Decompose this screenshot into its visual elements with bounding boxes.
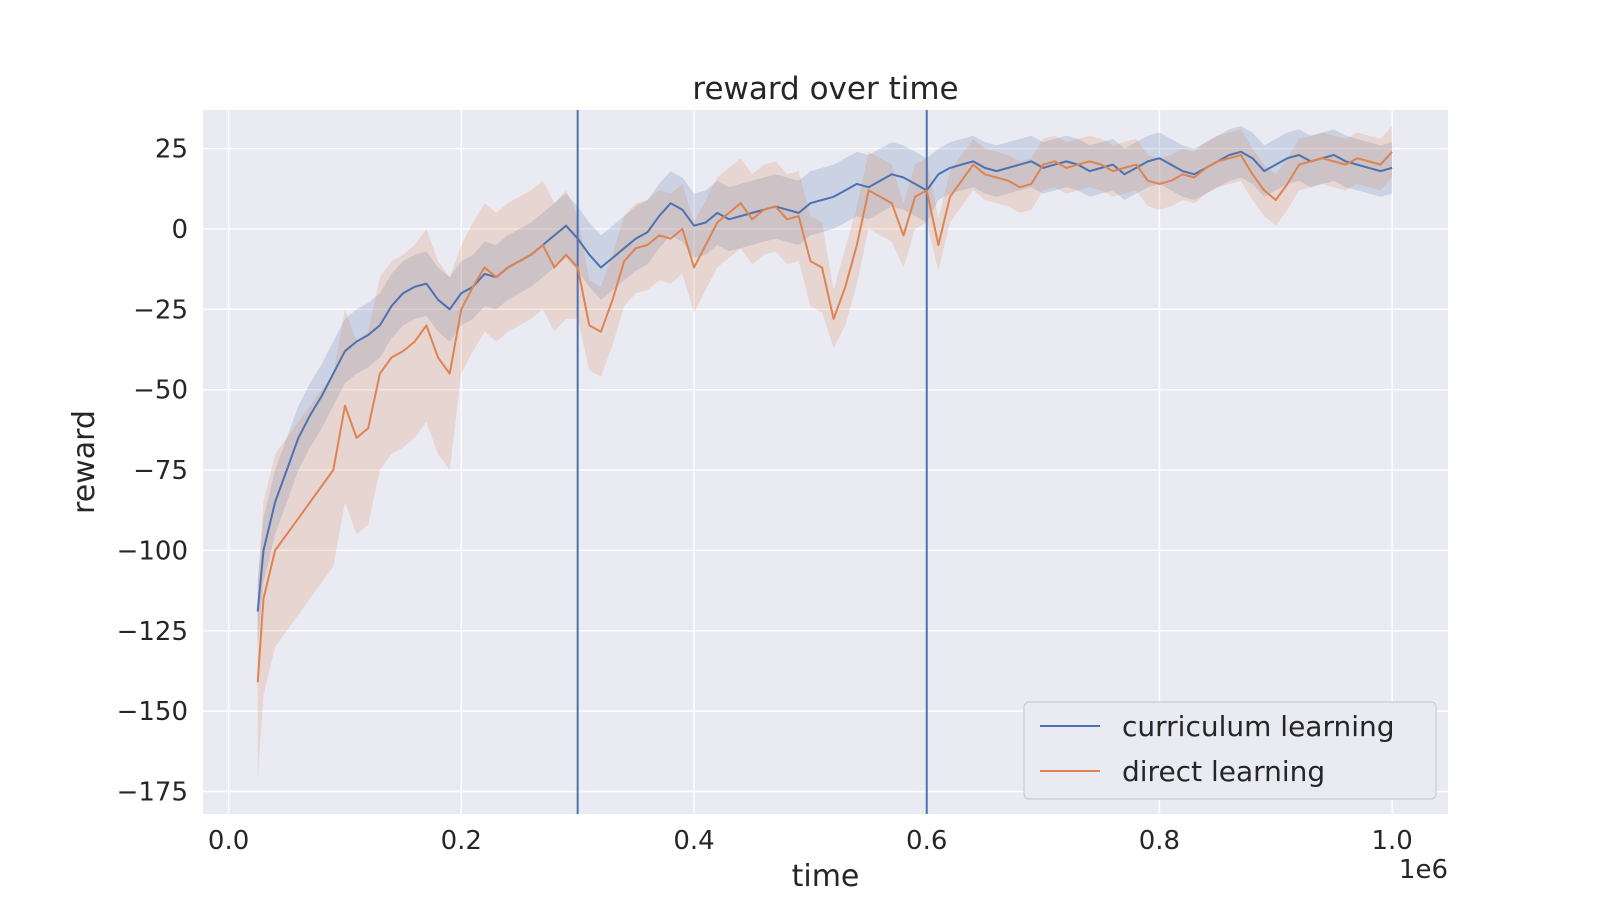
grid: [203, 110, 1448, 814]
y-tick-label-5: −100: [117, 536, 188, 566]
x-tick-label-1: 0.2: [441, 826, 482, 856]
x-tick-label-4: 0.8: [1139, 826, 1180, 856]
vertical-lines: [576, 110, 928, 814]
legend-label-direct-learning: direct learning: [1122, 755, 1325, 788]
legend-box: [1023, 701, 1437, 800]
confidence-bands: [257, 126, 1393, 779]
plot-area: [203, 110, 1448, 814]
chart-title: reward over time: [692, 71, 958, 107]
y-tick-label-8: −175: [117, 777, 188, 807]
y-tick-label-6: −125: [117, 617, 188, 647]
x-axis-label: time: [792, 859, 860, 894]
series-line-direct-learning: [256, 151, 1393, 683]
x-axis-offset-label: 1e6: [1399, 855, 1448, 885]
y-tick-label-3: −50: [133, 376, 188, 406]
x-tick-label-5: 1.0: [1371, 826, 1412, 856]
y-axis-label: reward: [67, 410, 102, 514]
x-tick-labels: 0.0 0.2 0.4 0.6 0.8 1.0: [208, 826, 1413, 856]
legend: curriculum learning direct learning: [1023, 701, 1437, 800]
x-tick-label-3: 0.6: [906, 826, 947, 856]
y-tick-labels: 25 0 −25 −50 −75 −100 −125 −150 −175: [117, 135, 188, 808]
legend-label-curriculum-learning: curriculum learning: [1122, 710, 1395, 743]
band-direct-learning: [257, 126, 1393, 779]
y-tick-label-4: −75: [133, 456, 188, 486]
y-tick-label-2: −25: [133, 295, 188, 325]
y-tick-label-1: 0: [171, 215, 188, 245]
series-lines: [256, 150, 1393, 683]
y-tick-label-7: −150: [117, 697, 188, 727]
x-tick-label-2: 0.4: [673, 826, 714, 856]
y-tick-label-0: 25: [155, 135, 188, 165]
x-tick-label-0: 0.0: [208, 826, 249, 856]
band-curriculum-learning: [257, 126, 1393, 644]
